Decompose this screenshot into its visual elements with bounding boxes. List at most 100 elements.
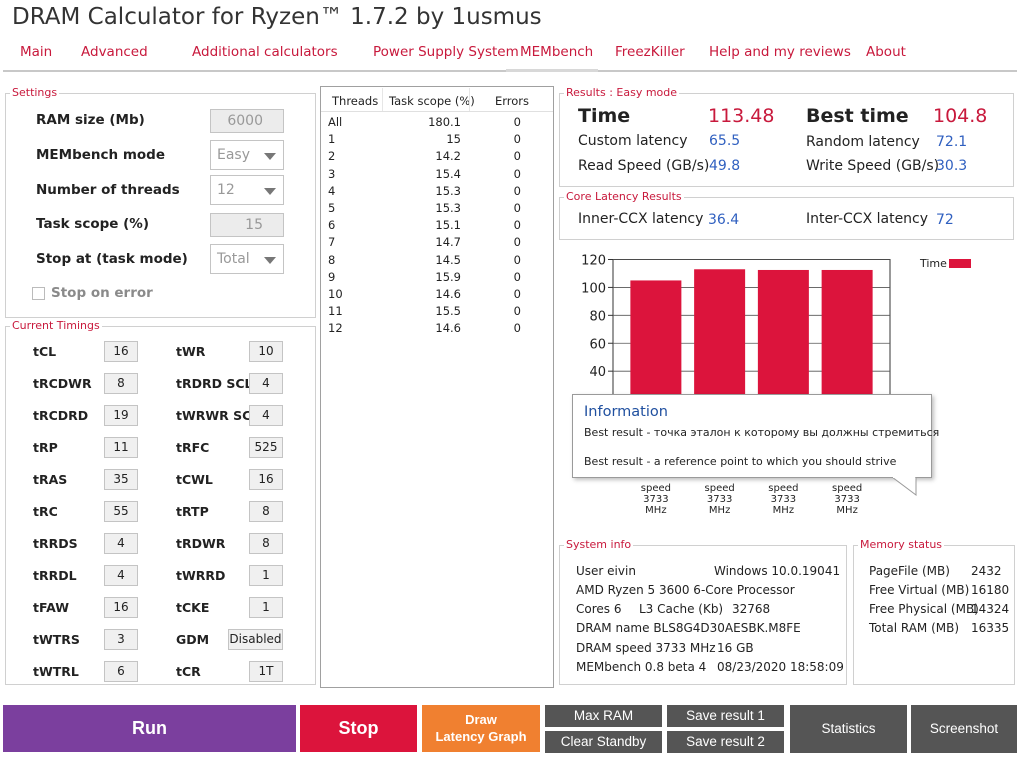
tab-additional-calculators[interactable]: Additional calculators bbox=[192, 44, 338, 60]
table-row[interactable]: 5 15.3 0 bbox=[321, 201, 553, 218]
tab-freezkiller[interactable]: FreezKiller bbox=[615, 44, 685, 60]
stop-button[interactable]: Stop bbox=[300, 705, 417, 752]
table-row[interactable]: 1 15 0 bbox=[321, 132, 553, 149]
tooltip-line-ru: Best result - точка эталон к которому вы… bbox=[584, 426, 940, 439]
table-row[interactable]: 2 14.2 0 bbox=[321, 149, 553, 166]
x-category-label: speed bbox=[705, 483, 735, 494]
tab-membench[interactable]: MEMbench bbox=[520, 44, 594, 60]
timing-value-trrds: 4 bbox=[104, 533, 138, 554]
x-category-label: speed bbox=[768, 483, 798, 494]
timing-value-trcdrd: 19 bbox=[104, 405, 138, 426]
table-row[interactable]: 7 14.7 0 bbox=[321, 235, 553, 252]
cell-task-scope: 15.9 bbox=[435, 269, 461, 284]
memory-status-value: 2432 bbox=[971, 564, 1002, 578]
memory-status-value: 16335 bbox=[971, 621, 1010, 635]
stop-at-select[interactable]: Total bbox=[210, 244, 284, 274]
results-panel: Results : Easy mode Time 113.48 Best tim… bbox=[559, 86, 1014, 187]
clear-standby-button[interactable]: Clear Standby bbox=[545, 731, 662, 753]
max-ram-button[interactable]: Max RAM bbox=[545, 705, 662, 727]
chevron-down-icon bbox=[264, 188, 276, 195]
draw-button-line1: Draw bbox=[465, 712, 497, 727]
run-datetime: 08/23/2020 18:58:09 bbox=[717, 660, 844, 674]
stop-at-value: Total bbox=[217, 251, 250, 267]
best-time-label: Best time bbox=[806, 105, 909, 127]
timing-value-tcwl: 16 bbox=[249, 469, 283, 490]
save-result-2-button[interactable]: Save result 2 bbox=[667, 731, 784, 753]
threads-table[interactable]: Threads Task scope (%) Errors All 180.1 0 1… bbox=[320, 86, 554, 688]
timing-label-trdwr: tRDWR bbox=[176, 536, 226, 551]
timing-label-twtrl: tWTRL bbox=[33, 664, 79, 679]
task-scope-label: Task scope (%) bbox=[36, 216, 149, 232]
table-row[interactable]: 9 15.9 0 bbox=[321, 270, 553, 287]
legend-swatch bbox=[949, 259, 971, 268]
cell-errors: 0 bbox=[513, 166, 521, 181]
timing-value-trc: 55 bbox=[104, 501, 138, 522]
timing-value-trrdl: 4 bbox=[104, 565, 138, 586]
screenshot-button[interactable]: Screenshot bbox=[911, 705, 1017, 753]
save-result-1-button[interactable]: Save result 1 bbox=[667, 705, 784, 727]
task-scope-input[interactable]: 15 bbox=[210, 213, 284, 237]
table-row[interactable]: 6 15.1 0 bbox=[321, 218, 553, 235]
membench-version: MEMbench 0.8 beta 4 bbox=[576, 660, 707, 674]
tab-power-supply-system[interactable]: Power Supply System bbox=[373, 44, 519, 60]
draw-button-line2: Latency Graph bbox=[435, 729, 527, 744]
random-latency-label: Random latency bbox=[806, 134, 920, 150]
cell-errors: 0 bbox=[513, 321, 521, 336]
cpu-cores: Cores 6 bbox=[576, 602, 622, 616]
cell-threads: 12 bbox=[328, 321, 343, 336]
statistics-button[interactable]: Statistics bbox=[790, 705, 907, 753]
col-threads-header[interactable]: Threads bbox=[332, 94, 379, 108]
time-value: 113.48 bbox=[708, 105, 775, 127]
ram-size-input[interactable]: 6000 bbox=[210, 109, 284, 133]
stop-on-error-checkbox[interactable] bbox=[32, 287, 45, 300]
tab-about[interactable]: About bbox=[866, 44, 906, 60]
cell-task-scope: 14.6 bbox=[435, 287, 461, 301]
memory-status-label: Total RAM (MB) bbox=[869, 621, 960, 635]
l3-cache-label: L3 Cache (Kb) bbox=[639, 602, 724, 616]
tab-advanced[interactable]: Advanced bbox=[81, 44, 148, 60]
table-row[interactable]: 8 14.5 0 bbox=[321, 253, 553, 270]
timing-label-twtrs: tWTRS bbox=[33, 632, 80, 647]
cell-threads: All bbox=[328, 115, 343, 129]
tab-main[interactable]: Main bbox=[20, 44, 53, 60]
cell-errors: 0 bbox=[513, 287, 521, 301]
timing-label-trtp: tRTP bbox=[176, 504, 209, 519]
timing-label-tcke: tCKE bbox=[176, 600, 210, 615]
x-category-label: speed bbox=[832, 483, 862, 494]
x-category-label: 3733 bbox=[834, 494, 859, 505]
column-divider bbox=[382, 88, 383, 111]
timing-label-trdrd-scl: tRDRD SCL bbox=[176, 376, 253, 391]
timing-label-trrds: tRRDS bbox=[33, 536, 78, 551]
stop-at-label: Stop at (task mode) bbox=[36, 251, 188, 267]
x-category-label: MHz bbox=[773, 505, 794, 516]
threads-select[interactable]: 12 bbox=[210, 175, 284, 205]
table-row[interactable]: 11 15.5 0 bbox=[321, 304, 553, 321]
inter-ccx-value: 72 bbox=[936, 212, 954, 228]
col-task-scope-header[interactable]: Task scope (%) bbox=[389, 94, 475, 108]
user-name: User eivin bbox=[576, 564, 636, 578]
table-row[interactable]: 4 15.3 0 bbox=[321, 184, 553, 201]
table-row[interactable]: 12 14.6 0 bbox=[321, 321, 553, 338]
table-row[interactable]: 3 15.4 0 bbox=[321, 167, 553, 184]
cell-task-scope: 180.1 bbox=[428, 115, 461, 129]
draw-latency-graph-button[interactable]: Draw Latency Graph bbox=[422, 705, 540, 752]
membench-mode-select[interactable]: Easy bbox=[210, 140, 284, 170]
write-speed-label: Write Speed (GB/s) bbox=[806, 158, 940, 174]
active-tab-indicator bbox=[506, 69, 598, 72]
timing-label-twr: tWR bbox=[176, 344, 206, 359]
timing-value-twr: 10 bbox=[249, 341, 283, 362]
table-row[interactable]: All 180.1 0 bbox=[321, 115, 553, 132]
core-latency-title: Core Latency Results bbox=[564, 190, 684, 203]
timing-label-tcr: tCR bbox=[176, 664, 201, 679]
random-latency-value: 72.1 bbox=[936, 134, 968, 150]
cell-task-scope: 15.3 bbox=[435, 201, 461, 215]
tab-help-and-reviews[interactable]: Help and my reviews bbox=[709, 44, 851, 60]
col-errors-header[interactable]: Errors bbox=[495, 94, 530, 108]
x-category-label: 3733 bbox=[643, 494, 668, 505]
timing-value-twrrd: 1 bbox=[249, 565, 283, 586]
run-button[interactable]: Run bbox=[3, 705, 296, 752]
dram-name: DRAM name BLS8G4D30AESBK.M8FE bbox=[576, 621, 801, 635]
cell-errors: 0 bbox=[513, 115, 521, 129]
table-row[interactable]: 10 14.6 0 bbox=[321, 287, 553, 304]
